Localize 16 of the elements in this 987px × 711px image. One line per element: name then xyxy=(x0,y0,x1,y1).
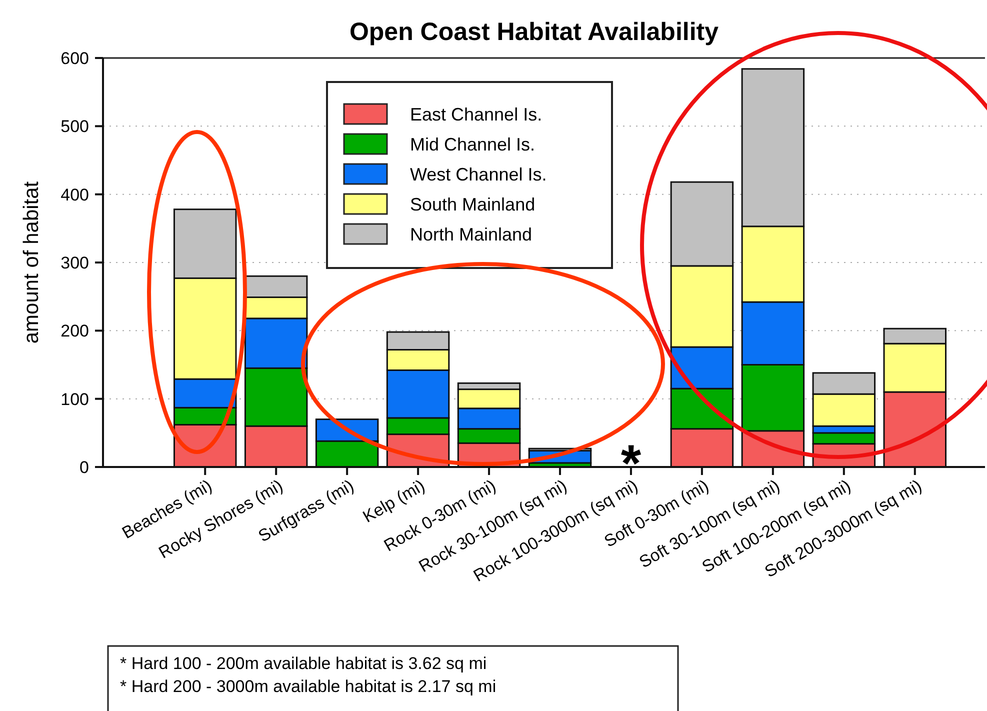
text: * Hard 100 - 200m available habitat is 3.62 sq mi xyxy=(120,654,487,673)
y-tick-label: 400 xyxy=(60,185,89,204)
y-tick-label: 200 xyxy=(60,322,89,341)
legend-label: South Mainland xyxy=(410,194,536,214)
y-axis-title: amount of habitat xyxy=(20,181,43,344)
y-tick-label: 600 xyxy=(60,48,89,68)
legend-label: North Mainland xyxy=(410,224,532,244)
legend-label: West Channel Is. xyxy=(410,164,547,184)
y-tick-label: 0 xyxy=(80,458,89,477)
y-tick-label: 100 xyxy=(60,390,89,409)
legend-label: Mid Channel Is. xyxy=(410,134,536,154)
y-tick-label: 300 xyxy=(60,253,89,272)
chart-title: Open Coast Habitat Availability xyxy=(349,18,719,46)
legend-label: East Channel Is. xyxy=(410,104,542,124)
y-tick-label: 500 xyxy=(60,117,89,136)
text: * Hard 200 - 3000m available habitat is 2.17 sq mi xyxy=(120,677,496,696)
